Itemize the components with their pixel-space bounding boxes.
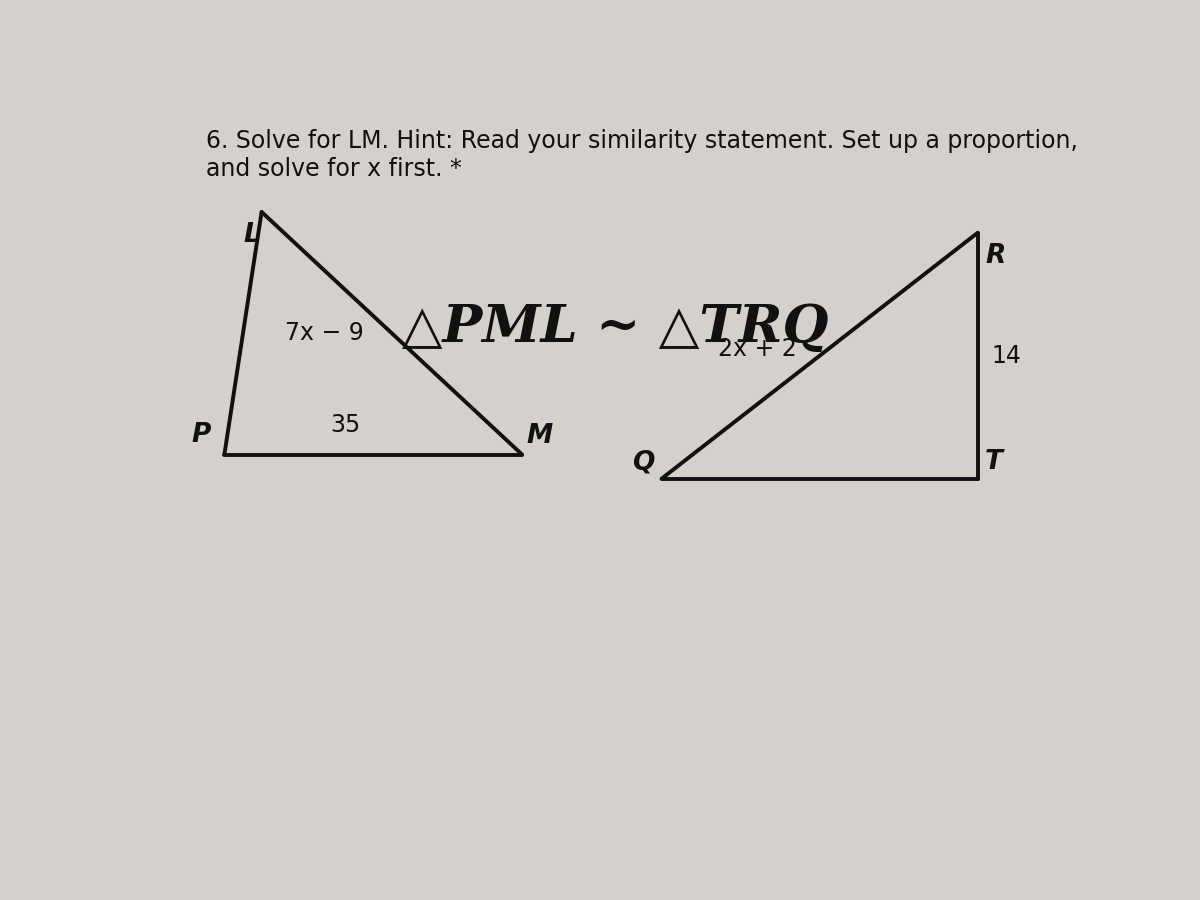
Text: 14: 14 [991, 344, 1021, 368]
Text: L: L [244, 222, 260, 248]
Text: Q: Q [631, 449, 654, 475]
Text: 35: 35 [330, 413, 360, 437]
Text: 6. Solve for LM. Hint: Read your similarity statement. Set up a proportion,
and : 6. Solve for LM. Hint: Read your similar… [206, 129, 1078, 181]
Text: P: P [191, 421, 210, 447]
Text: R: R [985, 243, 1006, 269]
Text: T: T [985, 449, 1003, 475]
Text: △PML ~ △TRQ: △PML ~ △TRQ [402, 302, 828, 353]
Text: 7x − 9: 7x − 9 [286, 321, 364, 346]
Text: M: M [527, 423, 553, 449]
Text: 2x + 2: 2x + 2 [718, 337, 797, 361]
